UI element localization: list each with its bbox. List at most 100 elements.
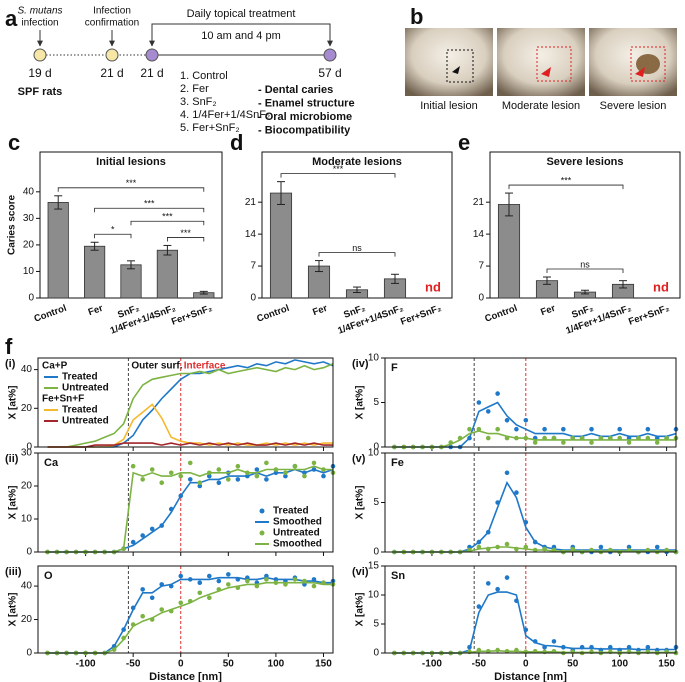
x-tick-label: 50 (223, 659, 235, 670)
data-point (149, 526, 155, 532)
data-point (140, 613, 145, 619)
x-tick-label: 150 (658, 659, 675, 670)
x-tick-label: Fer+SnF₂ (170, 303, 214, 328)
data-point (542, 426, 547, 432)
data-point (504, 541, 510, 547)
significance-label: *** (333, 164, 344, 174)
lesion (636, 54, 660, 74)
lesion-arrow (635, 67, 645, 77)
error-bar (163, 244, 172, 256)
data-point (235, 477, 241, 482)
roi-box (446, 49, 474, 83)
y-tick-label: 7 (250, 261, 256, 272)
y-axis-label: X [at%] (355, 386, 366, 420)
node (145, 48, 159, 62)
legend-label: Smoothed (273, 517, 322, 528)
x-tick-label: 0 (523, 659, 529, 670)
legend-group: Ca+P (42, 361, 68, 372)
lesion-label: Severe lesion (600, 100, 667, 112)
significance-bracket (166, 237, 205, 242)
legend-label: Untreated (273, 528, 320, 539)
data-point (551, 639, 557, 644)
legend-label: Treated (62, 372, 98, 383)
data-point (283, 470, 288, 476)
data-point (561, 426, 566, 432)
data-point (626, 440, 632, 445)
group-item: 3. SnF₂ (180, 96, 217, 108)
data-point (159, 480, 165, 486)
y-tick-label: 0 (28, 293, 34, 304)
data-point (130, 463, 136, 469)
data-point (206, 595, 212, 601)
group-item: 5. Fer+SnF₂ (180, 122, 240, 134)
data-point (149, 467, 155, 472)
panel-letter: b (410, 4, 423, 29)
data-point (321, 473, 326, 479)
data-point (476, 604, 482, 609)
data-point (216, 480, 222, 486)
significance-bracket (94, 233, 132, 239)
y-tick-label: 40 (21, 581, 33, 592)
element-label: Fe (391, 457, 404, 469)
data-point (570, 546, 576, 552)
y-tick-label: 20 (21, 614, 33, 625)
x-tick-label: Fer (311, 303, 329, 318)
data-point (485, 581, 491, 586)
legend-label: Treated (273, 506, 309, 517)
significance-label: *** (126, 178, 137, 188)
group-item: 2. Fer (180, 83, 209, 95)
y-tick-label: 20 (21, 403, 33, 414)
data-point (514, 426, 519, 432)
error-bar (315, 260, 323, 273)
y-tick-label: 40 (21, 364, 33, 375)
subject: SPF rats (18, 86, 63, 98)
panel-label: (i) (5, 358, 16, 370)
significance-bracket (94, 207, 205, 213)
error-bar (199, 290, 208, 295)
y-tick-label: 10 (23, 266, 35, 277)
data-point (168, 470, 174, 476)
data-point (589, 440, 594, 445)
significance-label: ns (352, 243, 362, 253)
data-point (589, 426, 594, 432)
significance-label: *** (144, 199, 155, 209)
lesion-photo (405, 28, 493, 96)
data-point (226, 572, 231, 577)
data-point (617, 426, 622, 432)
plot-frame (37, 357, 334, 448)
element-label: Ca (44, 457, 59, 469)
data-point (226, 582, 231, 587)
significance-bracket (546, 268, 624, 274)
data-point (130, 539, 136, 545)
x-tick-label: -100 (76, 659, 96, 670)
data-point (495, 586, 500, 592)
bar (156, 249, 178, 299)
data-point (178, 573, 184, 579)
timeline-panel: a S. mutans infection Infection confirma… (5, 6, 342, 98)
panel-letter: e (458, 130, 470, 155)
schedule: 10 am and 4 pm (201, 30, 281, 42)
outcome-item: - Oral microbiome (258, 111, 352, 123)
element-label: F (391, 362, 398, 374)
panel-label: (v) (352, 453, 366, 465)
panel-letter: a (5, 6, 18, 31)
significance-bracket (280, 173, 396, 178)
panel-letter: c (8, 130, 20, 155)
data-point (197, 480, 203, 486)
data-point (467, 426, 472, 432)
y-axis-label: X [at%] (8, 386, 19, 420)
y-tick-label: 0 (373, 442, 379, 453)
annotation: Interface (184, 361, 226, 372)
y-tick-label: 14 (473, 229, 485, 240)
data-point (159, 607, 165, 612)
annotation: Outer surf. (131, 361, 182, 372)
data-point (140, 533, 145, 538)
node (105, 48, 119, 62)
data-point (264, 577, 269, 582)
chart-title: Severe lesions (546, 156, 623, 168)
group-item: 4. 1/4Fer+1/4SnF₂ (180, 109, 270, 121)
legend-group: Fe+Sn+F (42, 394, 84, 405)
data-point (187, 460, 193, 466)
significance-label: ns (580, 259, 590, 269)
data-line (47, 442, 333, 448)
